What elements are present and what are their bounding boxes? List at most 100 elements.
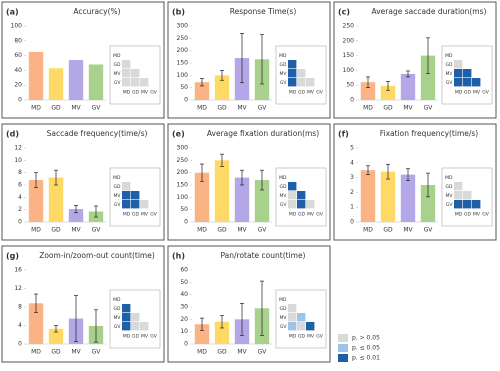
- panel-frame: [167, 245, 331, 363]
- bar: [360, 170, 376, 222]
- x-tick-label: MV: [403, 227, 413, 234]
- error-bar: [240, 169, 244, 186]
- matrix-row-label: GV: [114, 202, 121, 208]
- panel-frame: [1, 1, 165, 119]
- matrix-cell: [122, 322, 131, 331]
- x-tick-label: GD: [383, 105, 393, 112]
- error-bar: [54, 325, 58, 333]
- matrix-col-label: GV: [150, 212, 157, 218]
- matrix-col-label: MD: [455, 212, 463, 218]
- matrix-col-label: MV: [307, 212, 315, 218]
- matrix-row-label: MD: [113, 297, 121, 303]
- matrix-row-label: GD: [446, 62, 453, 68]
- y-tick-label: 0: [184, 341, 188, 348]
- matrix-row-label: MV: [280, 71, 288, 77]
- y-tick-label: 20: [14, 82, 22, 89]
- legend-swatch: [338, 354, 348, 362]
- y-tick-label: 4: [350, 159, 354, 166]
- matrix-col-label: GV: [316, 90, 323, 96]
- matrix-col-label: GD: [464, 90, 471, 96]
- matrix-cell: [454, 69, 463, 78]
- x-tick-label: GV: [258, 227, 268, 234]
- matrix-cell: [472, 78, 481, 87]
- y-tick-label: 10: [14, 157, 22, 164]
- x-tick-label: GV: [92, 105, 102, 112]
- panel-label: (c): [338, 8, 350, 17]
- y-tick-label: 10: [180, 328, 188, 335]
- error-bar: [260, 280, 264, 336]
- matrix-cell: [288, 182, 297, 191]
- bar: [360, 82, 376, 100]
- bar: [28, 51, 44, 100]
- legend-label: p. > 0.05: [352, 335, 380, 342]
- error-bar: [34, 172, 38, 188]
- matrix-cell: [131, 200, 140, 209]
- matrix-cell: [463, 200, 472, 209]
- error-bar: [260, 34, 264, 85]
- bar: [400, 73, 416, 100]
- matrix-cell: [122, 182, 131, 191]
- y-tick-label: 50: [180, 84, 188, 91]
- y-tick-label: 200: [343, 37, 355, 44]
- matrix-cell: [297, 313, 306, 322]
- y-tick-label: 200: [177, 169, 189, 176]
- matrix-cell: [454, 182, 463, 191]
- matrix-row-label: MV: [114, 193, 122, 199]
- matrix-col-label: GV: [150, 334, 157, 340]
- y-tick-label: 250: [177, 157, 189, 164]
- matrix-row-label: MV: [114, 315, 122, 321]
- matrix-row-label: MD: [279, 297, 287, 303]
- error-bar: [426, 172, 430, 198]
- panel-title: Pan/rotate count(time): [220, 251, 305, 260]
- y-tick-label: 100: [343, 67, 355, 74]
- legend-swatch: [338, 334, 348, 342]
- matrix-cell: [122, 78, 131, 87]
- matrix-row-label: MD: [279, 175, 287, 181]
- matrix-col-label: GV: [316, 212, 323, 218]
- matrix-col-label: GV: [482, 212, 489, 218]
- panel-frame: [1, 123, 165, 241]
- matrix-col-label: MV: [473, 90, 481, 96]
- y-tick-label: 150: [177, 60, 189, 67]
- x-tick-label: MD: [31, 349, 41, 356]
- error-bar: [426, 37, 430, 74]
- matrix-col-label: GD: [132, 334, 139, 340]
- matrix-row-label: GD: [280, 62, 287, 68]
- matrix-col-label: GD: [464, 212, 471, 218]
- matrix-col-label: MV: [141, 212, 149, 218]
- panel-title: Fixation frequency(time/s): [380, 129, 479, 138]
- error-bar: [240, 302, 244, 336]
- panel-title: Zoom-in/zoom-out count(time): [39, 251, 155, 260]
- panel-label: (g): [6, 252, 19, 261]
- y-tick-label: 60: [14, 52, 22, 59]
- matrix-col-label: GD: [298, 334, 305, 340]
- matrix-cell: [122, 313, 131, 322]
- y-tick-label: 150: [343, 52, 355, 59]
- y-tick-label: 3: [350, 174, 354, 181]
- bar: [88, 64, 104, 100]
- matrix-cell: [288, 304, 297, 313]
- bar: [48, 177, 64, 222]
- matrix-row-label: GV: [280, 202, 287, 208]
- matrix-cell: [454, 60, 463, 69]
- x-tick-label: GV: [92, 349, 102, 356]
- x-tick-label: MD: [31, 227, 41, 234]
- bar: [68, 209, 84, 222]
- matrix-cell: [288, 60, 297, 69]
- matrix-cell: [122, 60, 131, 69]
- panel-title: Average saccade duration(ms): [372, 7, 487, 16]
- error-bar: [260, 169, 264, 191]
- y-tick-label: 0: [350, 97, 354, 104]
- error-bar: [366, 165, 370, 175]
- x-tick-label: MV: [237, 349, 247, 356]
- x-tick-label: MV: [403, 105, 413, 112]
- y-tick-label: 100: [177, 72, 189, 79]
- x-tick-label: GV: [258, 105, 268, 112]
- error-bar: [240, 33, 244, 84]
- matrix-row-label: GD: [114, 184, 121, 190]
- matrix-cell: [122, 69, 131, 78]
- y-tick-label: 100: [177, 194, 189, 201]
- bar: [400, 174, 416, 222]
- matrix-col-label: MD: [289, 212, 297, 218]
